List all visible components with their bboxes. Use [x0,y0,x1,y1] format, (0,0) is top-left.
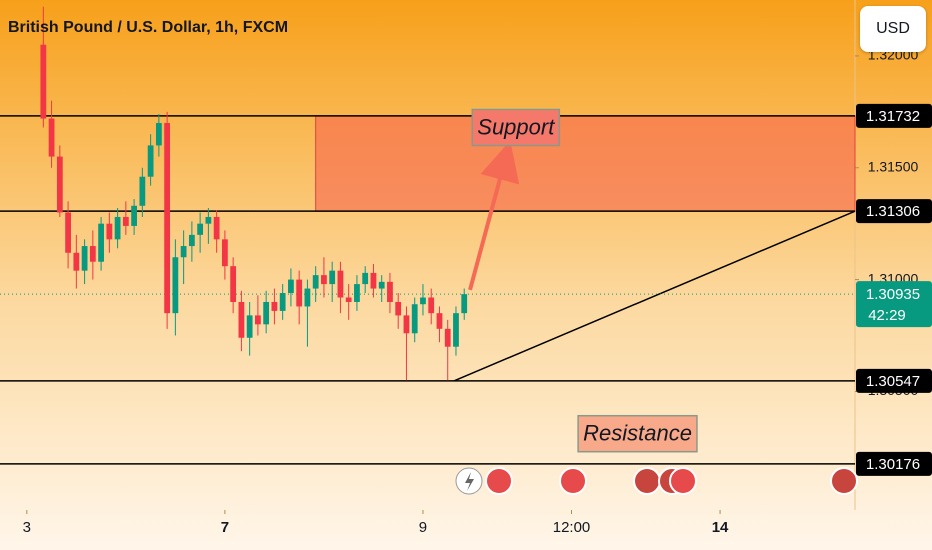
x-tick-label: 12:00 [553,519,591,536]
level-label: 1.31306 [866,203,920,220]
event-icon [465,472,474,491]
annotation-box [577,414,698,453]
candle-body [461,294,468,314]
candle-body [312,275,319,289]
candle-body [40,44,47,119]
level-label: 1.30176 [866,456,920,473]
candle-body [444,328,451,347]
event-icon [669,467,697,495]
arrow [468,140,520,291]
candle-body [354,284,360,302]
candle-body [81,246,88,271]
candle-body [56,156,63,213]
candle-body [65,212,71,253]
candle-body [197,223,204,235]
candle-body [139,176,146,206]
candle-body [321,275,327,285]
candle-body [411,304,418,334]
candle-body [164,123,171,314]
level-label: 1.31732 [866,108,920,125]
candle-body [263,301,270,325]
candle-body [155,123,162,146]
y-tick-label: 1.31500 [868,158,919,174]
event-icon [559,467,587,495]
candle-body [122,216,129,226]
candle-body [180,246,187,258]
chart-title: British Pound / U.S. Dollar, 1h, FXCM [8,19,288,36]
candle-body [114,216,121,240]
candle-body [288,279,294,294]
x-tick-label: 9 [419,519,427,536]
candle-body [304,288,311,307]
candle-body [420,297,426,305]
level-label: 1.30547 [866,373,920,390]
countdown-label: 42:29 [868,307,906,324]
current-price-box [856,281,932,328]
level-label-box [856,451,932,476]
candle-body [395,301,402,316]
currency-button[interactable]: USD [860,6,926,52]
annotation-text: Support [477,114,555,139]
support-zone [315,115,856,212]
candle-body [370,272,377,289]
candle-body [222,239,228,267]
event-icons [455,467,858,495]
candle-body [296,279,303,307]
candle-body [436,313,443,329]
annotation-box [471,108,561,147]
level-label-box [856,103,932,128]
candle-body [329,270,336,285]
event-icon [830,467,858,495]
x-tick-label: 3 [23,519,31,536]
candle-body [378,281,385,289]
event-icon [485,467,513,495]
candle-body [255,315,261,325]
candle-body [453,313,459,347]
candle-body [188,234,195,247]
candle-body [345,297,352,302]
candle-body [205,216,212,224]
level-label-box [856,199,932,224]
candle-body [279,293,286,311]
current-price-label: 1.30935 [866,286,920,303]
candle-body [337,270,344,298]
candle-body [246,315,253,338]
event-icon [633,467,661,495]
candle-body [147,145,154,177]
candle-body [131,205,137,226]
x-tick-label: 14 [712,519,729,536]
candle-body [230,266,237,302]
candle-body [98,223,104,262]
annotation-text: Resistance [583,421,692,446]
candle-body [48,118,55,157]
candle-body [73,252,80,271]
candle-body [362,272,369,285]
candle-body [271,301,278,311]
candle-body [106,223,113,240]
candle-body [387,281,393,302]
level-label-box [856,368,932,393]
candle-body [403,315,410,334]
candle-body [238,301,245,338]
x-tick-label: 7 [221,519,229,536]
candle-body [89,246,96,262]
candle-body [213,216,220,240]
candle-body [428,297,435,314]
trendline [453,210,856,382]
candle-body [172,257,179,314]
